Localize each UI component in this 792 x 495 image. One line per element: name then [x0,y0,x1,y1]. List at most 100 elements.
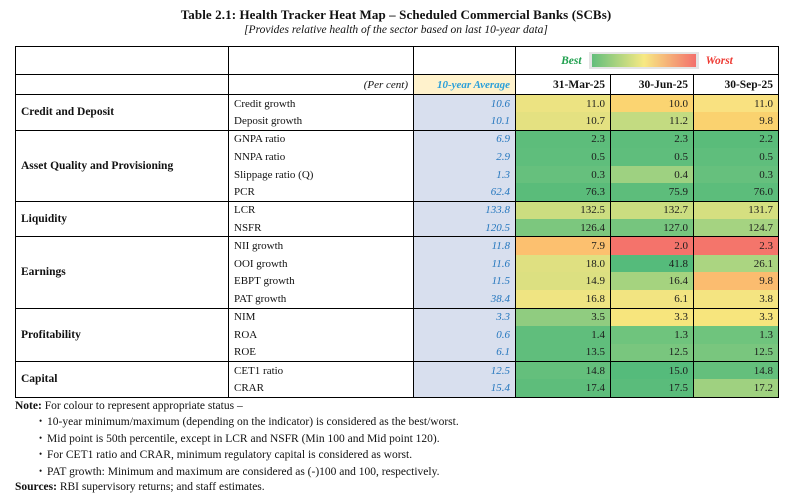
category-cell: Credit and Deposit [15,94,229,131]
legend-gradient-bar [591,54,696,67]
table-row: Slippage ratio (Q) 1.3 0.3 0.4 0.3 [16,165,780,184]
category-cell: Asset Quality and Provisioning [15,129,229,202]
legend-best-label: Best [561,54,582,67]
indicator-cell: PCR [228,183,414,202]
note-bullet: • For CET1 ratio and CRAR, minimum regul… [39,449,413,462]
heatmap-value-cell: 9.8 [692,272,780,291]
indicator-cell: GNPA ratio [228,129,414,148]
heatmap-value-cell: 76.0 [692,183,780,202]
heatmap-value-cell: 11.0 [515,94,611,113]
table-row: Profitability NIM 3.3 3.5 3.3 3.3 [15,307,780,362]
heatmap-value-cell: 17.2 [692,379,780,398]
heatmap-value-cell: 16.8 [515,290,611,309]
heatmap-value-cell: 0.5 [515,147,611,166]
color-legend: Best Worst [514,46,780,75]
avg-value-cell: 15.4 [413,379,516,398]
sources-line: Sources: RBI supervisory returns; and st… [15,481,265,494]
table-row: Earnings NII growth 11.8 7.9 2.0 2.3 [15,236,780,309]
note-bullet: • 10-year minimum/maximum (depending on … [39,416,459,429]
table-row: Liquidity LCR 133.8 132.5 132.7 131.7 [15,200,780,237]
heatmap-value-cell: 3.3 [610,307,694,326]
heatmap-value-cell: 131.7 [692,200,780,220]
legend-gradient-frame [588,52,699,69]
heatmap-value-cell: 2.3 [515,129,611,148]
table-row: ROE 6.1 13.5 12.5 12.5 [16,343,780,362]
indicator-cell: OOI growth [228,254,414,273]
heatmap-value-cell: 76.3 [515,183,611,202]
indicator-cell: EBPT growth [228,272,414,291]
table-row: OOI growth 11.6 18.0 41.8 26.1 [16,254,780,273]
heatmap-value-cell: 0.3 [692,165,780,184]
avg-value-cell: 11.6 [413,254,516,273]
empty-cell [15,46,229,75]
heatmap-value-cell: 0.4 [610,165,694,184]
heatmap-value-cell: 2.3 [610,129,694,148]
heatmap-value-cell: 17.4 [515,379,611,398]
heatmap-value-cell: 13.5 [515,343,611,362]
indicator-cell: ROE [228,343,414,362]
indicator-cell: Slippage ratio (Q) [228,165,414,184]
heatmap-value-cell: 11.0 [692,94,780,113]
empty-cell [228,46,414,75]
heatmap-value-cell: 0.5 [692,147,780,166]
avg-column-header: 10-year Average [413,74,516,95]
heatmap-value-cell: 126.4 [515,219,611,237]
category-cell: Capital [15,360,229,398]
bullet-icon: • [39,465,43,476]
empty-cell [413,46,516,75]
table-row: Asset Quality and Provisioning GNPA ratio… [15,129,780,202]
avg-value-cell: 12.5 [413,360,516,380]
heatmap-value-cell: 14.8 [515,360,611,380]
health-tracker-heatmap-table: Best Worst (Per cent) 10-year Average 31… [15,46,780,398]
table-row: NNPA ratio 2.9 0.5 0.5 0.5 [16,147,780,166]
heatmap-value-cell: 3.5 [515,307,611,326]
heatmap-value-cell: 10.0 [610,94,694,113]
heatmap-value-cell: 6.1 [610,290,694,309]
avg-value-cell: 11.8 [413,236,516,255]
unit-label: (Per cent) [228,74,414,95]
heatmap-value-cell: 0.3 [515,165,611,184]
heatmap-value-cell: 127.0 [610,219,694,237]
table-title: Table 2.1: Health Tracker Heat Map – Sch… [180,7,612,22]
heatmap-value-cell: 1.4 [515,325,611,344]
bullet-icon: • [39,432,43,443]
avg-value-cell: 2.9 [413,147,516,166]
bullet-icon: • [39,449,43,460]
avg-value-cell: 62.4 [413,183,516,202]
bullet-icon: • [39,416,43,427]
heatmap-value-cell: 132.5 [515,200,611,220]
heatmap-value-cell: 18.0 [515,254,611,273]
heatmap-value-cell: 132.7 [610,200,694,220]
note-line: Note: For colour to represent appropriat… [15,400,243,412]
note-bullet: • PAT growth: Minimum and maximum are co… [39,465,440,478]
legend-worst-label: Worst [705,54,733,67]
indicator-cell: NSFR [228,219,414,237]
sources-label: Sources: [15,481,57,494]
footnotes: Note: For colour to represent appropriat… [15,399,777,495]
avg-value-cell: 133.8 [413,200,516,220]
heatmap-value-cell: 7.9 [515,236,611,255]
heatmap-value-cell: 3.3 [692,307,780,326]
table-row: ROA 0.6 1.4 1.3 1.3 [16,325,780,344]
avg-value-cell: 120.5 [413,219,516,237]
avg-value-cell: 1.3 [413,165,516,184]
heatmap-value-cell: 12.5 [610,343,694,362]
heatmap-value-cell: 124.7 [692,219,780,237]
avg-value-cell: 11.5 [413,272,516,291]
legend-row: Best Worst [15,46,780,75]
indicator-cell: LCR [228,200,414,220]
indicator-cell: CRAR [228,379,414,398]
heatmap-value-cell: 0.5 [610,147,694,166]
table-row: PCR 62.4 76.3 75.9 76.0 [16,183,780,202]
date-column-header: 30-Sep-25 [692,74,780,95]
table-row: Credit and Deposit Credit growth 10.6 11.0 1… [15,94,780,131]
table-subtitle: [Provides relative health of the sector … [244,24,548,36]
heatmap-value-cell: 9.8 [692,112,780,131]
avg-value-cell: 6.1 [413,343,516,362]
heatmap-value-cell: 14.9 [515,272,611,291]
table-row: EBPT growth 11.5 14.9 16.4 9.8 [16,272,780,291]
table-row: Capital CET1 ratio 12.5 14.8 15.0 14.8 [15,360,780,398]
category-cell: Earnings [15,236,229,309]
heatmap-value-cell: 41.8 [610,254,694,273]
table-row: Deposit growth 10.1 10.7 11.2 9.8 [16,112,780,131]
